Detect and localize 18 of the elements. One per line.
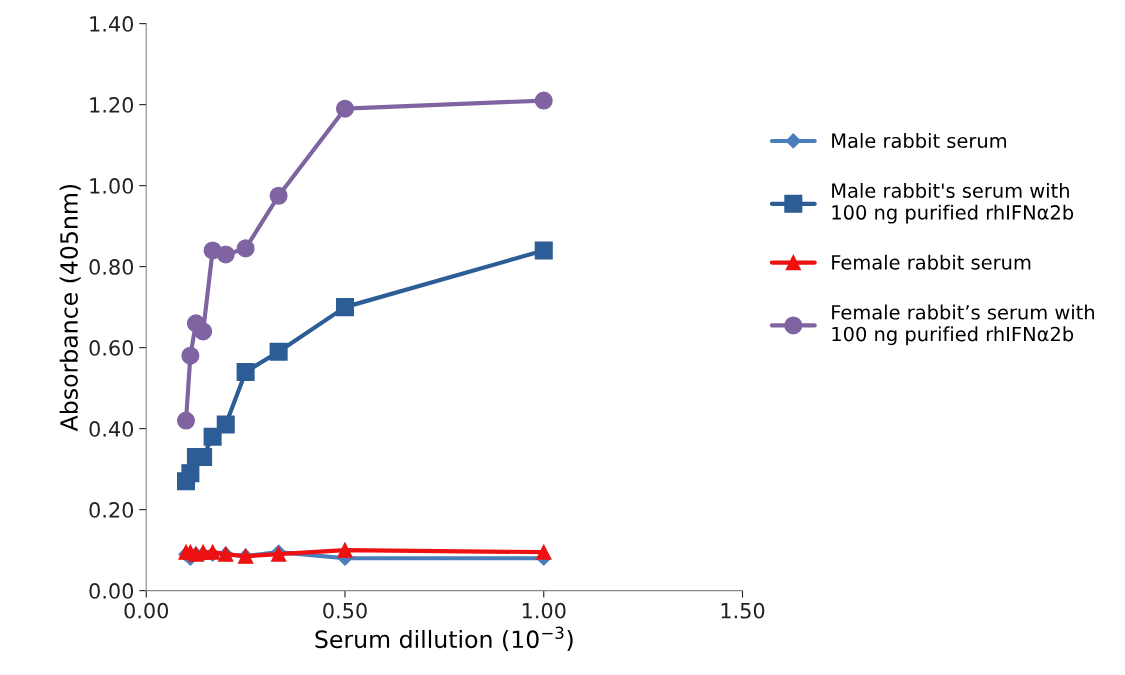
x-tick-label: 1.00: [522, 602, 566, 619]
y-tick-label: 1.20: [90, 97, 134, 113]
y-tick-label: 1.00: [90, 178, 134, 194]
x-tick-label: 0.50: [323, 602, 367, 619]
x-axis-title: Serum dillution (10$^{−3}$): [315, 626, 573, 651]
y-tick-label: 0.40: [89, 421, 134, 437]
x-tick-label: 1.50: [721, 602, 765, 619]
x-tick-label: 0.00: [124, 602, 169, 619]
legend-label: Male rabbit's serum with 100 ng purified rhIFNα2b: [832, 182, 1074, 224]
y-tick-label: 0.20: [89, 502, 134, 518]
y-axis-title: Absorbance (405nm): [59, 184, 81, 432]
y-tick-label: 0.60: [89, 340, 134, 356]
y-tick-label: 0.80: [89, 259, 134, 275]
legend-label: Female rabbit serum: [832, 254, 1031, 270]
y-tick-label: 0.00: [89, 583, 134, 599]
legend-label: Male rabbit serum: [832, 133, 1006, 149]
legend-label: Female rabbit’s serum with 100 ng purified rhIFNα2b: [832, 304, 1094, 346]
y-tick-label: 1.40: [90, 16, 134, 32]
